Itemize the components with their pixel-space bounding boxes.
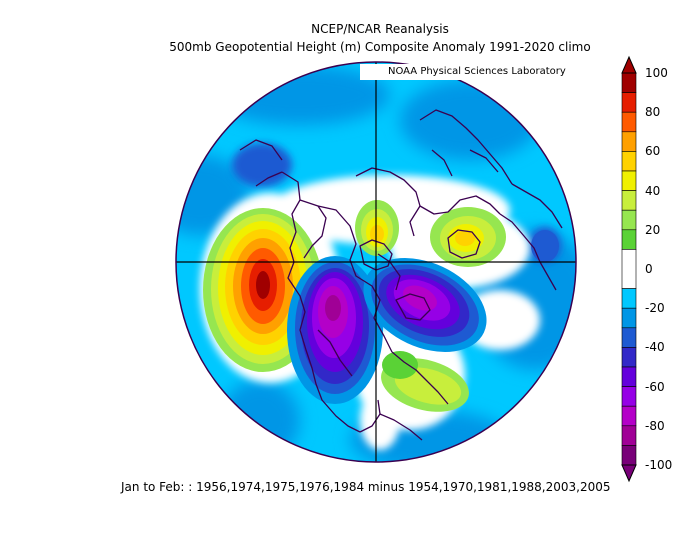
colorbar-cell	[621, 288, 637, 309]
colorbar-tick-label: 60	[645, 144, 661, 159]
credit-label: NOAA Physical Sciences Laboratory	[360, 64, 610, 80]
chart-subtitle: 500mb Geopotential Height (m) Composite …	[169, 40, 591, 54]
colorbar-cell	[621, 445, 637, 466]
colorbar	[621, 55, 637, 483]
colorbar-tick-label: -80	[645, 418, 665, 433]
colorbar-cell	[621, 72, 637, 93]
anomaly-field	[176, 62, 576, 462]
colorbar-cell	[621, 111, 637, 133]
coastlines	[239, 109, 563, 441]
chart-title: NCEP/NCAR Reanalysis	[311, 22, 449, 36]
colorbar-bottom-arrow	[621, 464, 637, 483]
colorbar-tick-label: 40	[645, 183, 661, 198]
colorbar-cell	[621, 366, 637, 387]
north-atlantic-ridge	[381, 351, 469, 412]
colorbar-cell	[621, 327, 637, 348]
composite-years-caption: Jan to Feb: : 1956,1974,1975,1976,1984 m…	[121, 480, 611, 494]
colorbar-cell	[621, 347, 637, 368]
colorbar-cell	[621, 386, 637, 407]
colorbar-tick-label: 100	[645, 66, 668, 80]
colorbar-cell	[621, 92, 637, 113]
colorbar-cell	[621, 229, 637, 250]
colorbar-tick-label: 20	[645, 222, 661, 237]
colorbar-tick-label: -40	[645, 340, 665, 355]
polar-ridge	[355, 200, 399, 256]
colorbar-cell	[621, 209, 637, 231]
colorbar-tick-label: 80	[645, 105, 661, 120]
colorbar-cell	[621, 405, 637, 427]
western-north-america-trough	[287, 256, 383, 404]
colorbar-cell	[621, 170, 637, 191]
eurasia-trough	[531, 230, 559, 262]
colorbar-cell	[621, 249, 637, 289]
colorbar-cell	[621, 131, 637, 152]
colorbar-tick-label: -100	[645, 458, 673, 472]
colorbar-cell	[621, 151, 637, 172]
siberia-ridge	[430, 207, 506, 267]
colorbar-tick-label: 0	[645, 262, 653, 276]
colorbar-cell	[621, 190, 637, 211]
colorbar-cell	[621, 425, 637, 446]
colorbar-cell	[621, 307, 637, 329]
map-boundary	[175, 61, 577, 463]
colorbar-tick-label: -60	[645, 379, 665, 394]
colorbar-tick-label: -20	[645, 301, 665, 316]
colorbar-top-arrow	[621, 55, 637, 74]
